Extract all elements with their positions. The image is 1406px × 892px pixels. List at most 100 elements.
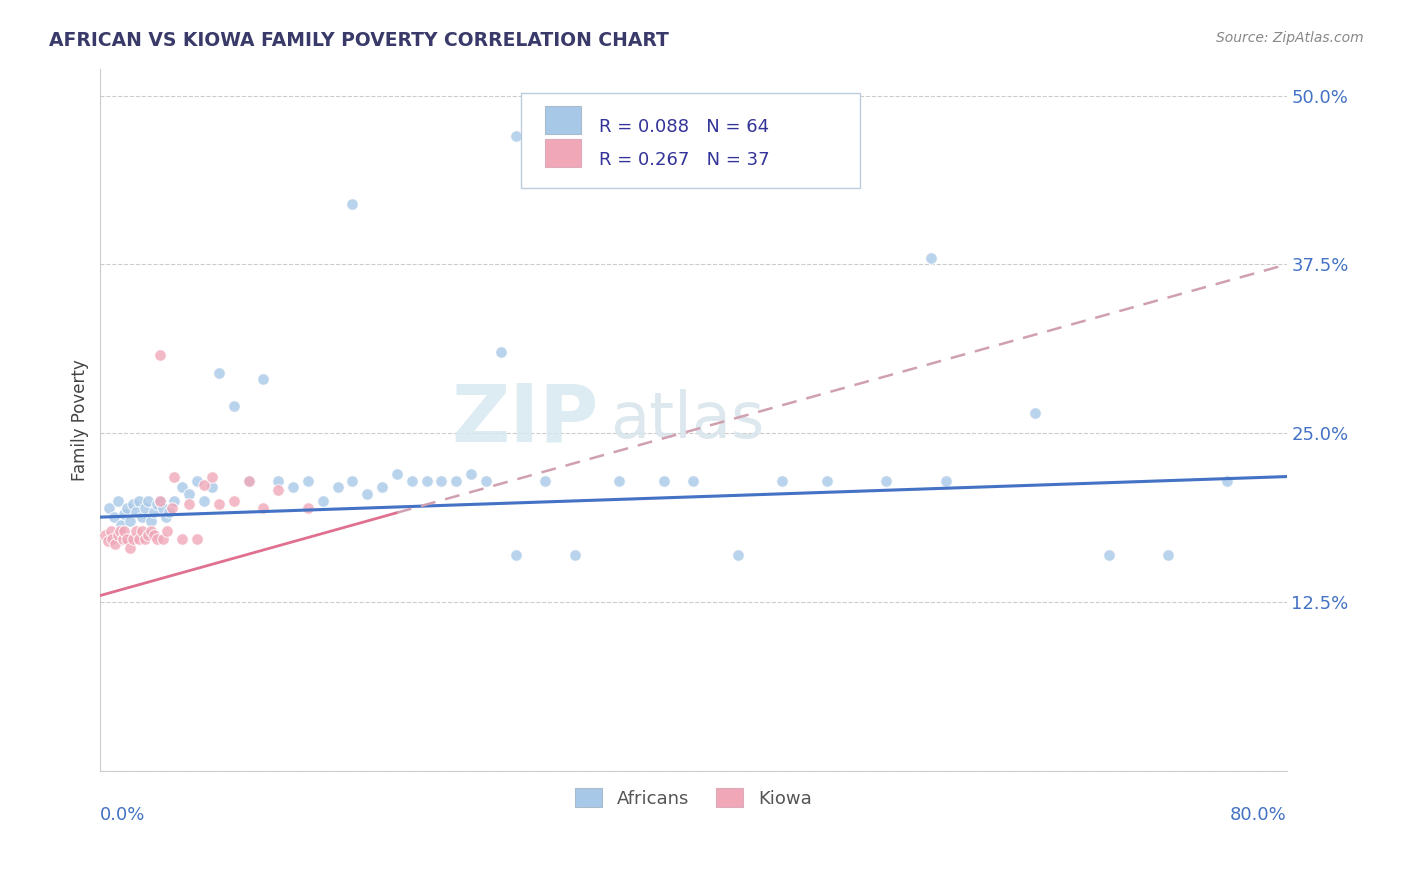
Point <box>170 532 193 546</box>
Point <box>342 196 364 211</box>
Point <box>200 469 222 483</box>
Point <box>267 483 290 497</box>
Point <box>136 494 159 508</box>
Point <box>770 474 793 488</box>
Text: Source: ZipAtlas.com: Source: ZipAtlas.com <box>1216 31 1364 45</box>
Point <box>128 532 150 546</box>
Point <box>208 497 231 511</box>
Point <box>170 480 193 494</box>
Point <box>97 534 120 549</box>
Point <box>112 524 135 538</box>
Point <box>163 494 186 508</box>
Point <box>252 372 274 386</box>
Point <box>356 487 378 501</box>
Point <box>104 537 127 551</box>
Point <box>111 532 134 546</box>
Point <box>920 251 942 265</box>
Point <box>875 474 897 488</box>
Point <box>112 508 135 522</box>
Point <box>100 524 122 538</box>
Point <box>134 500 156 515</box>
Point <box>118 541 141 556</box>
Point <box>238 474 260 488</box>
Point <box>163 469 186 483</box>
Point <box>238 474 260 488</box>
Point <box>149 494 172 508</box>
Point <box>110 518 132 533</box>
Text: ZIP: ZIP <box>451 381 599 458</box>
Point <box>157 505 180 519</box>
Point <box>193 477 215 491</box>
Point <box>122 532 145 546</box>
Point <box>222 494 245 508</box>
Point <box>252 500 274 515</box>
Point <box>94 527 117 541</box>
Point <box>326 480 349 494</box>
Point <box>371 480 394 494</box>
Point <box>444 474 467 488</box>
Point <box>342 474 364 488</box>
Point <box>149 348 172 362</box>
Point <box>415 474 437 488</box>
Point <box>193 494 215 508</box>
Point <box>107 494 129 508</box>
Point <box>125 524 148 538</box>
Text: 80.0%: 80.0% <box>1230 806 1286 824</box>
Text: R = 0.088   N = 64: R = 0.088 N = 64 <box>599 118 769 136</box>
Point <box>200 480 222 494</box>
Point <box>935 474 957 488</box>
Point <box>142 527 165 541</box>
Text: 0.0%: 0.0% <box>100 806 146 824</box>
Point <box>208 366 231 380</box>
Point <box>564 548 586 562</box>
Point <box>98 500 121 515</box>
Point <box>1216 474 1239 488</box>
Point <box>179 487 201 501</box>
Point <box>131 524 153 538</box>
Text: AFRICAN VS KIOWA FAMILY POVERTY CORRELATION CHART: AFRICAN VS KIOWA FAMILY POVERTY CORRELAT… <box>49 31 669 50</box>
Point <box>131 510 153 524</box>
Y-axis label: Family Poverty: Family Poverty <box>72 359 89 481</box>
Point <box>186 532 208 546</box>
Point <box>115 532 138 546</box>
Point <box>727 548 749 562</box>
Point <box>134 532 156 546</box>
FancyBboxPatch shape <box>546 139 581 167</box>
Point <box>118 514 141 528</box>
Point <box>136 527 159 541</box>
Point <box>607 474 630 488</box>
Point <box>103 510 125 524</box>
Point <box>107 527 129 541</box>
Point <box>125 505 148 519</box>
Point <box>152 500 174 515</box>
Point <box>489 345 512 359</box>
Point <box>145 532 167 546</box>
Point <box>267 474 290 488</box>
Point <box>222 400 245 414</box>
Point <box>122 497 145 511</box>
Point <box>156 524 179 538</box>
Point <box>505 548 527 562</box>
Legend: Africans, Kiowa: Africans, Kiowa <box>568 781 818 814</box>
Point <box>312 494 335 508</box>
Point <box>108 524 131 538</box>
Point <box>149 494 172 508</box>
Point <box>297 500 319 515</box>
Text: atlas: atlas <box>610 389 765 450</box>
Point <box>281 480 304 494</box>
Point <box>1098 548 1121 562</box>
Point <box>460 467 482 481</box>
Point <box>179 497 201 511</box>
Point <box>155 510 177 524</box>
Point <box>142 505 165 519</box>
Text: R = 0.267   N = 37: R = 0.267 N = 37 <box>599 151 769 169</box>
Point <box>1157 548 1180 562</box>
Point <box>682 474 704 488</box>
Point <box>152 532 174 546</box>
Point <box>101 532 124 546</box>
Point <box>1024 406 1046 420</box>
Point <box>815 474 838 488</box>
Point <box>505 129 527 144</box>
Point <box>115 500 138 515</box>
Point <box>385 467 408 481</box>
